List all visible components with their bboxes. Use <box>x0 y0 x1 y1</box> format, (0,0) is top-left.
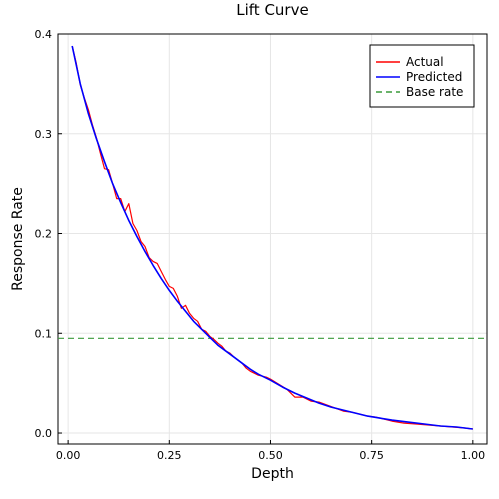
plot-frame <box>57 33 488 445</box>
series-line-predicted <box>71 45 473 430</box>
x-tick-label: 0.50 <box>258 449 283 462</box>
legend-box <box>369 44 475 108</box>
legend-label: Actual <box>406 55 444 69</box>
y-tick-label: 0.2 <box>35 228 53 241</box>
y-tick-label: 0.1 <box>35 327 53 340</box>
legend-label: Base rate <box>406 85 463 99</box>
x-tick-label: 0.25 <box>157 449 182 462</box>
series <box>58 45 487 430</box>
x-tick-label: 1.00 <box>461 449 486 462</box>
x-axis-title: Depth <box>251 466 294 482</box>
y-tick-label: 0.0 <box>35 427 53 440</box>
y-tick-label: 0.3 <box>35 128 53 141</box>
y-axis-title: Response Rate <box>10 187 26 291</box>
axis-ticks: 0.00 0.25 0.50 0.75 1.00 0.0 0.1 0.2 0.3 0.4 <box>35 28 486 462</box>
x-tick-label: 0.00 <box>56 449 81 462</box>
x-tick-label: 0.75 <box>359 449 384 462</box>
legend-label: Predicted <box>406 70 462 84</box>
chart-title: Lift Curve <box>236 1 308 19</box>
y-tick-label: 0.4 <box>35 28 53 41</box>
